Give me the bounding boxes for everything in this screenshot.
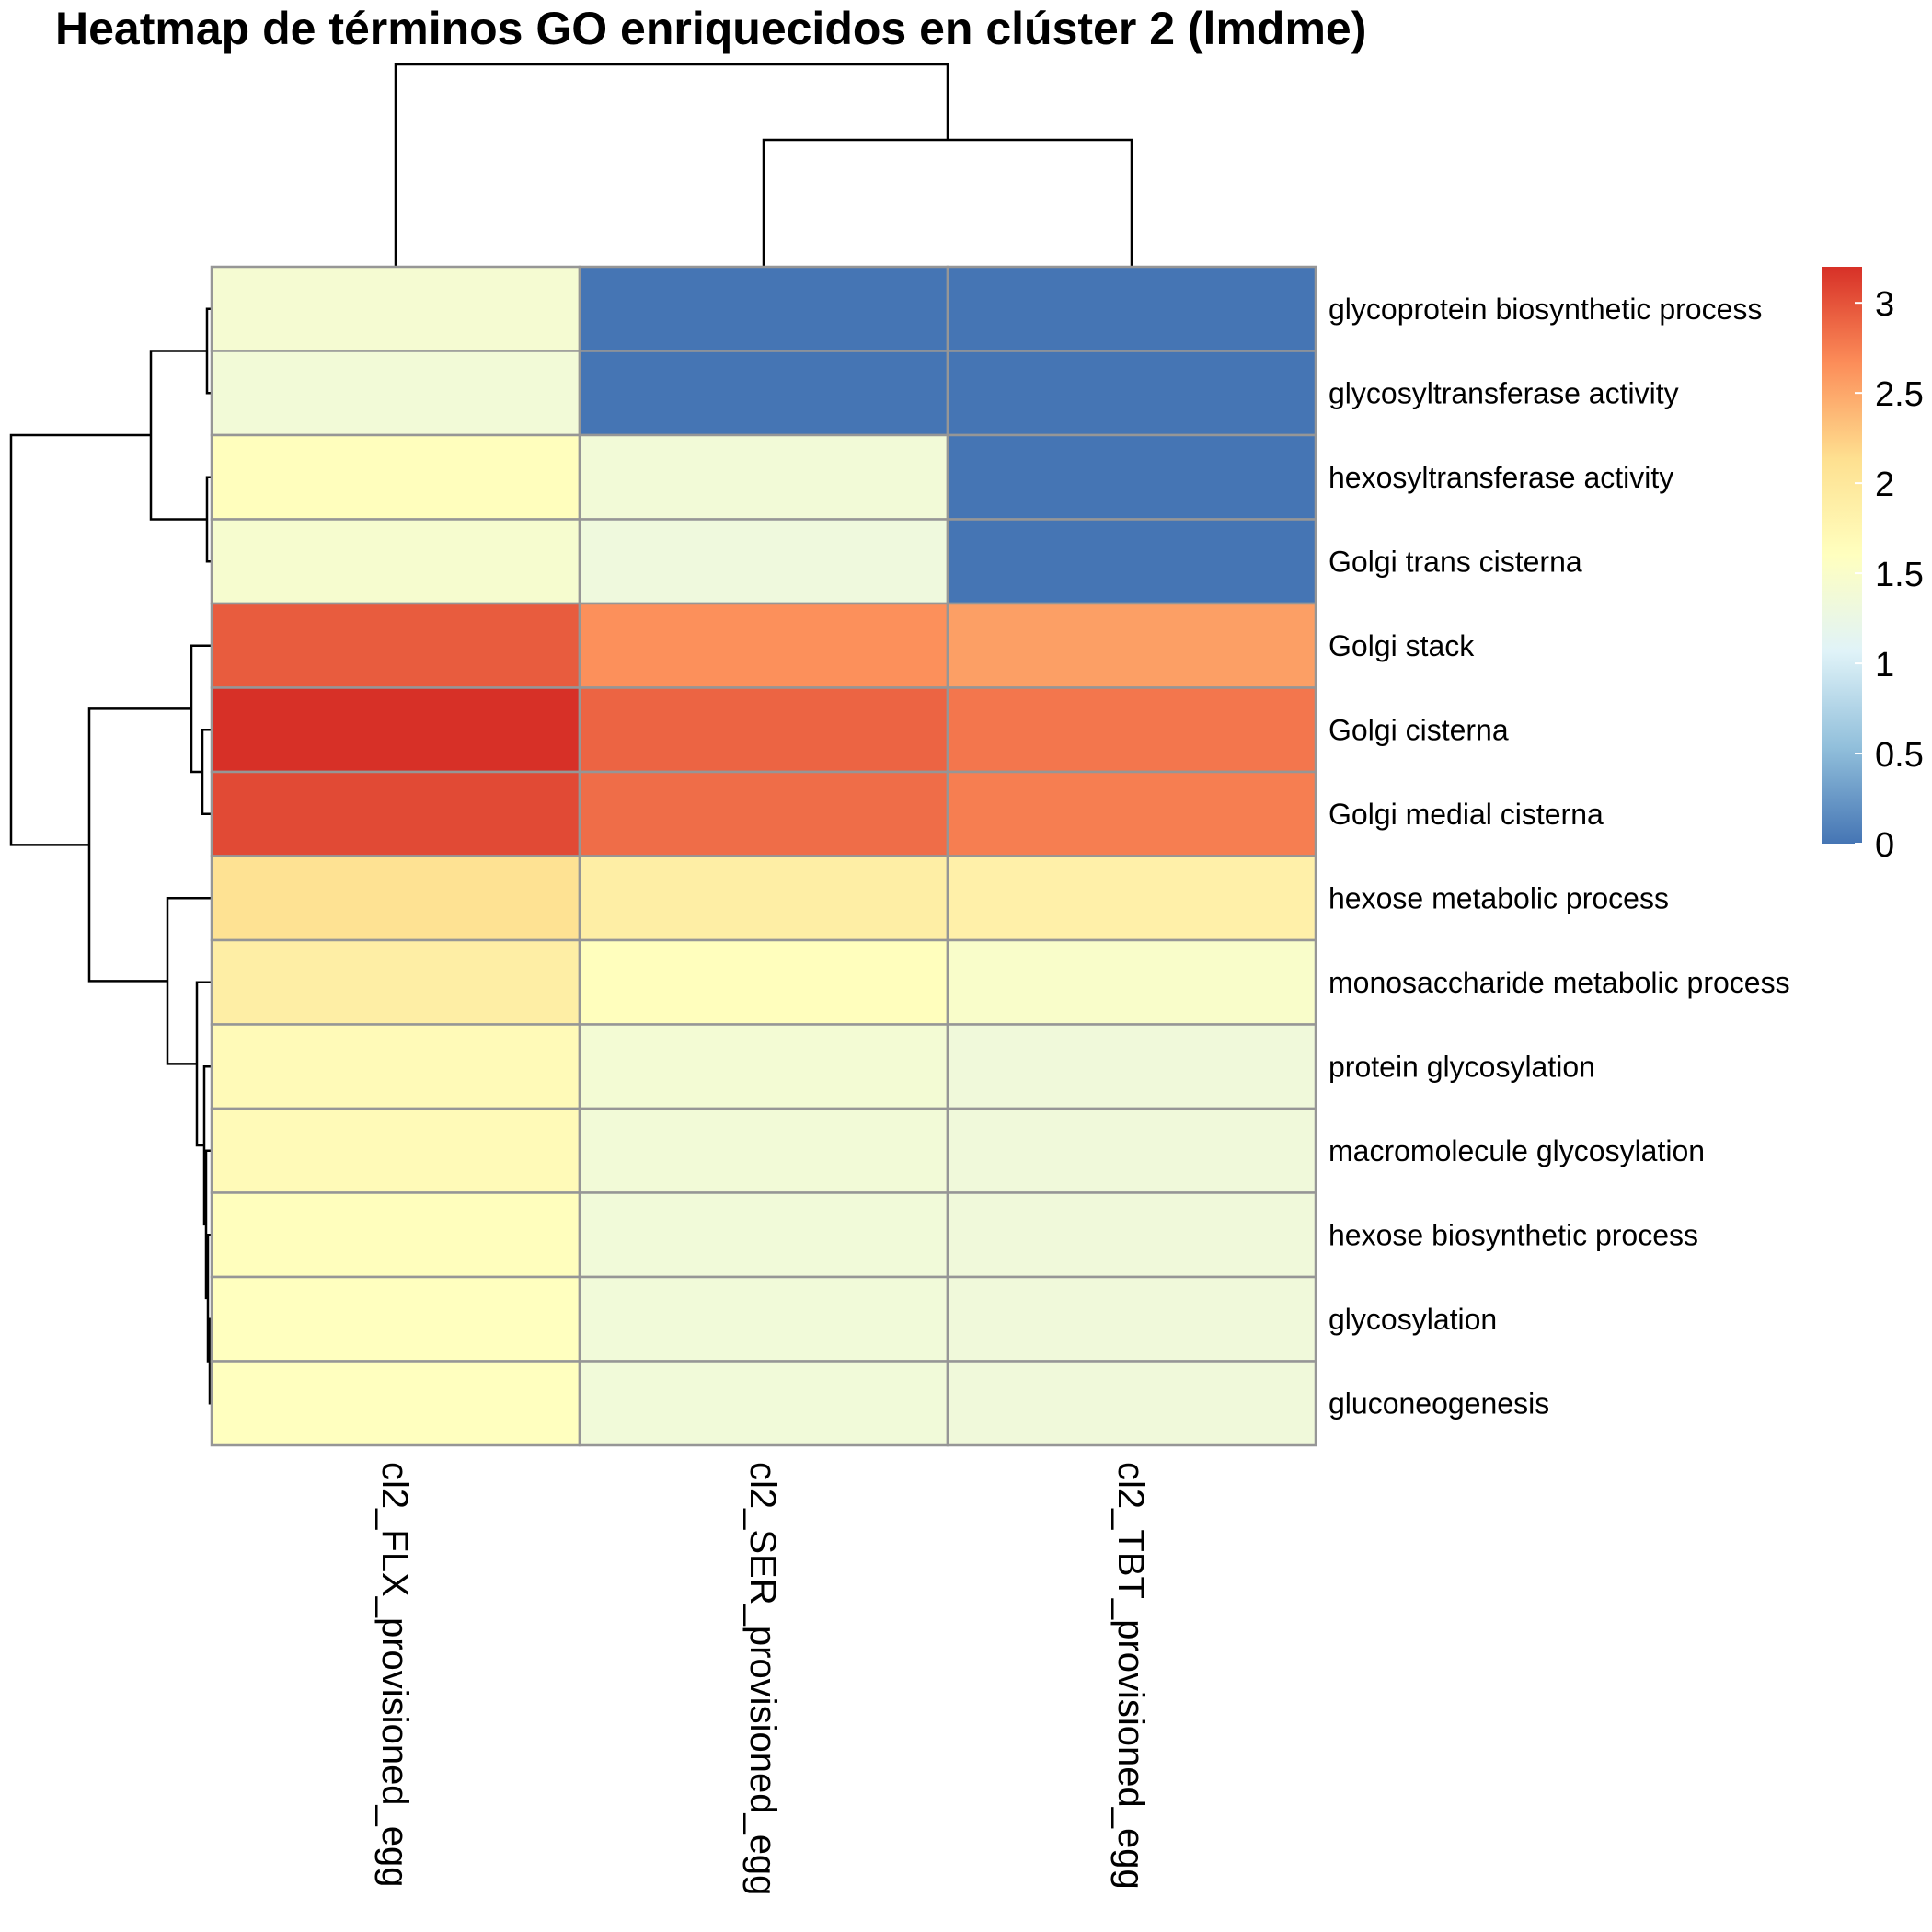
heatmap-cell <box>578 686 949 774</box>
color-legend-bar <box>1822 267 1862 844</box>
heatmap-cell <box>946 1107 1317 1194</box>
heatmap-cell <box>946 350 1317 437</box>
heatmap-cell <box>946 1023 1317 1110</box>
row-label: hexosyltransferase activity <box>1328 461 1673 494</box>
row-label: macromolecule glycosylation <box>1328 1134 1705 1167</box>
heatmap-cell <box>578 1191 949 1279</box>
column-label: cl2_TBT_provisioned_egg <box>1110 1462 1151 1890</box>
row-dendrogram <box>9 307 212 1405</box>
heatmap-cell <box>578 518 949 605</box>
heatmap-cell <box>946 770 1317 857</box>
heatmap-cell <box>578 602 949 689</box>
row-label: gluconeogenesis <box>1328 1386 1549 1420</box>
heatmap-cells <box>210 265 1317 1447</box>
row-label: Golgi trans cisterna <box>1328 545 1582 578</box>
color-legend-ticks: 0 0.5 1 1.5 2 2.5 3 <box>1855 285 1924 865</box>
dendrogram-branch <box>201 729 212 815</box>
heatmap-cell <box>578 1023 949 1110</box>
row-label: hexose biosynthetic process <box>1328 1218 1698 1251</box>
dendrogram-branch <box>9 433 151 846</box>
chart-title: Heatmap de términos GO enriquecidos en c… <box>55 3 1366 54</box>
legend-tick-label: 0.5 <box>1875 736 1924 775</box>
heatmap-cell <box>210 1360 581 1447</box>
heatmap-cell <box>578 855 949 942</box>
heatmap-cell <box>578 938 949 1026</box>
dendrogram-branch <box>87 707 191 983</box>
legend-tick-label: 0 <box>1875 826 1894 865</box>
heatmap-cell <box>578 1360 949 1447</box>
legend-tick-label: 3 <box>1875 285 1894 324</box>
row-labels: glycoprotein biosynthetic process glycosy… <box>1328 293 1790 1420</box>
column-labels: cl2_FLX_provisioned_egg cl2_SER_provision… <box>374 1462 1151 1895</box>
color-legend: 0 0.5 1 1.5 2 2.5 3 <box>1822 267 1924 865</box>
heatmap-cell <box>946 518 1317 605</box>
heatmap-cell <box>946 686 1317 774</box>
row-label: monosaccharide metabolic process <box>1328 966 1790 999</box>
heatmap-cell <box>210 938 581 1026</box>
heatmap-cell <box>946 938 1317 1026</box>
heatmap-cell <box>210 770 581 857</box>
heatmap-cell <box>578 770 949 857</box>
column-label: cl2_SER_provisioned_egg <box>742 1462 783 1895</box>
heatmap-cell <box>578 1107 949 1194</box>
row-label: hexose metabolic process <box>1328 881 1669 914</box>
heatmap-cell <box>946 433 1317 521</box>
dendrogram-branch <box>762 138 1133 267</box>
row-label: glycoprotein biosynthetic process <box>1328 293 1762 326</box>
heatmap-cell <box>210 1275 581 1363</box>
heatmap-cell <box>210 1023 581 1110</box>
heatmap-cell <box>946 855 1317 942</box>
dendrogram-branch <box>394 63 949 267</box>
legend-tick-label: 1.5 <box>1875 556 1924 594</box>
row-label: glycosylation <box>1328 1303 1497 1336</box>
heatmap-cell <box>210 518 581 605</box>
heatmap-cell <box>578 433 949 521</box>
heatmap-cell <box>210 602 581 689</box>
heatmap-cell <box>946 1275 1317 1363</box>
heatmap-cell <box>210 433 581 521</box>
heatmap-cell <box>946 265 1317 352</box>
legend-tick-label: 1 <box>1875 646 1894 684</box>
heatmap-cell <box>210 1191 581 1279</box>
dendrogram-branch <box>149 350 207 521</box>
row-label: Golgi cisterna <box>1328 713 1509 746</box>
legend-tick-label: 2 <box>1875 466 1894 504</box>
heatmap-cell <box>946 1191 1317 1279</box>
dendrogram-branch <box>166 897 212 1065</box>
heatmap-cell <box>210 855 581 942</box>
heatmap-cell <box>210 1107 581 1194</box>
heatmap-cell <box>578 265 949 352</box>
heatmap-cell <box>578 1275 949 1363</box>
column-label: cl2_FLX_provisioned_egg <box>374 1462 415 1888</box>
heatmap-cell <box>210 350 581 437</box>
heatmap-cell <box>946 1360 1317 1447</box>
row-label: protein glycosylation <box>1328 1050 1595 1083</box>
heatmap-cell <box>210 686 581 774</box>
column-dendrogram <box>394 63 1133 267</box>
legend-tick-label: 2.5 <box>1875 375 1924 414</box>
row-label: Golgi stack <box>1328 629 1475 662</box>
heatmap-cell <box>578 350 949 437</box>
row-label: glycosyltransferase activity <box>1328 376 1679 409</box>
heatmap-cell <box>946 602 1317 689</box>
heatmap-cell <box>210 265 581 352</box>
row-label: Golgi medial cisterna <box>1328 798 1604 831</box>
